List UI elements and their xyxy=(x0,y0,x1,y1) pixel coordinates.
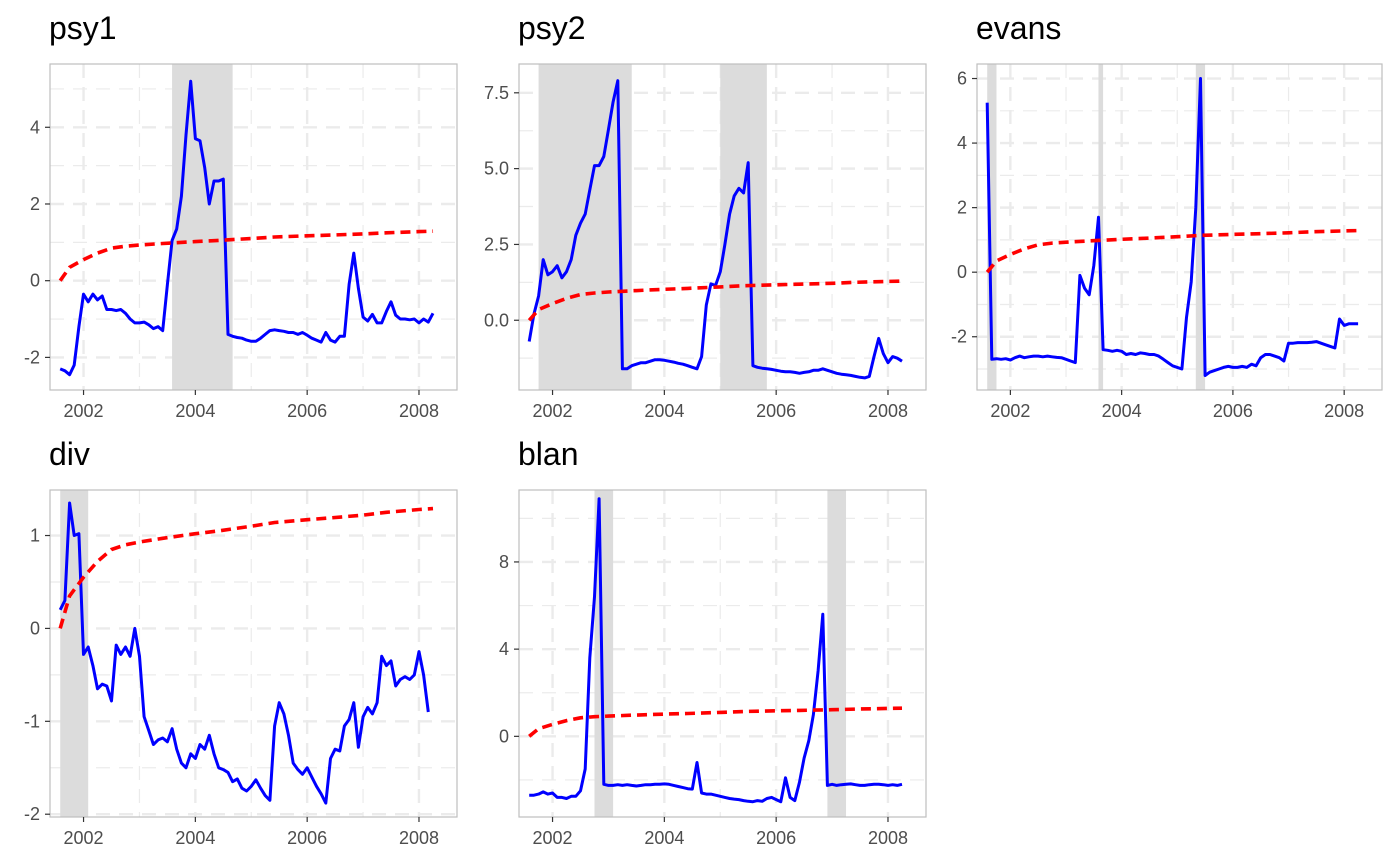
panel-title-psy1: psy1 xyxy=(49,10,117,46)
panel-blan-shaded-period-2 xyxy=(827,490,847,817)
panel-evans-y-tick-label: -2 xyxy=(951,327,967,347)
panel-evans: 2002 2004 2006 2008 -2 0 2 4 6 xyxy=(951,63,1383,421)
panel-evans-inner xyxy=(977,64,1382,390)
panel-evans-x-tick-label: 2008 xyxy=(1324,401,1364,421)
panel-blan-x-tick-label: 2002 xyxy=(533,828,573,848)
panel-div-series-blue-solid xyxy=(58,501,430,805)
panel-div-y-tick-label: 1 xyxy=(30,526,40,546)
panel-psy2-x-tick-label: 2008 xyxy=(868,401,908,421)
panel-evans-x-tick-label: 2002 xyxy=(990,401,1030,421)
panel-psy2-y-tick-label: 7.5 xyxy=(484,83,509,103)
panel-evans-border xyxy=(976,63,1383,391)
panel-blan-border xyxy=(518,489,927,818)
panel-div-border xyxy=(49,489,458,818)
panel-blan: 2002 2004 2006 2008 0 4 8 xyxy=(499,489,927,848)
panel-blan-inner xyxy=(519,490,926,817)
panel-evans-shaded-period-3 xyxy=(1195,64,1206,390)
panel-title-div: div xyxy=(49,436,90,472)
panel-psy1-x-tick-label: 2006 xyxy=(287,401,327,421)
panel-evans-shaded-period-1 xyxy=(987,64,997,390)
panel-div-y-tick-label: 0 xyxy=(30,618,40,638)
panel-psy2-x-tick-label: 2002 xyxy=(533,401,573,421)
panel-psy2: 2002 2004 2006 2008 0.0 2.5 5.0 7.5 xyxy=(484,63,927,421)
panel-psy1-x-tick-label: 2004 xyxy=(175,401,215,421)
panel-psy1-x-tick-label: 2008 xyxy=(399,401,439,421)
panel-psy2-shaded-period-1 xyxy=(538,64,632,390)
panel-evans-y-tick-label: 2 xyxy=(957,198,967,218)
panel-psy1-y-tick-label: 4 xyxy=(30,117,40,137)
panel-div-x-tick-label: 2006 xyxy=(287,828,327,848)
panel-psy1-y-tick-label: 0 xyxy=(30,271,40,291)
panel-evans-background xyxy=(977,64,1382,390)
panel-div: 2002 2004 2006 2008 -2 -1 0 1 xyxy=(24,489,458,848)
panel-psy1-series-blue-solid xyxy=(59,79,435,377)
panel-evans-series-red-dashed xyxy=(985,228,1359,274)
panel-title-evans: evans xyxy=(976,10,1062,46)
panel-blan-y-tick-label: 0 xyxy=(499,726,509,746)
panel-psy1-inner xyxy=(50,64,457,390)
panel-div-x-tick-label: 2002 xyxy=(64,828,104,848)
panel-div-x-tick-label: 2004 xyxy=(175,828,215,848)
panel-div-series-red-dashed xyxy=(58,506,434,629)
panel-div-y-tick-label: -1 xyxy=(24,711,40,731)
panel-div-inner xyxy=(50,490,457,817)
panel-psy2-inner xyxy=(519,64,926,390)
panel-blan-y-tick-label: 4 xyxy=(499,639,509,659)
panel-evans-shaded-period-2 xyxy=(1098,64,1104,390)
panel-blan-series-red-dashed xyxy=(528,706,903,738)
panel-blan-y-tick-label: 8 xyxy=(499,552,509,572)
panel-blan-x-tick-label: 2006 xyxy=(756,828,796,848)
panel-psy1-border xyxy=(49,63,458,391)
panel-blan-series-blue-solid xyxy=(529,497,903,804)
panel-div-y-tick-label: -2 xyxy=(24,804,40,824)
panel-evans-y-tick-label: 0 xyxy=(957,262,967,282)
panel-psy1: 2002 2004 2006 2008 -2 0 2 4 xyxy=(24,63,458,421)
panel-blan-x-tick-label: 2008 xyxy=(868,828,908,848)
panel-evans-x-tick-label: 2004 xyxy=(1102,401,1142,421)
panel-psy1-y-tick-label: 2 xyxy=(30,194,40,214)
panel-psy2-y-tick-label: 5.0 xyxy=(484,159,509,179)
panel-psy1-background xyxy=(50,64,457,390)
panel-div-x-tick-label: 2008 xyxy=(399,828,439,848)
panel-psy1-y-tick-label: -2 xyxy=(24,347,40,367)
panel-psy2-series-red-dashed xyxy=(527,279,903,322)
panel-div-background xyxy=(50,490,457,817)
panel-evans-y-tick-label: 4 xyxy=(957,133,967,153)
panel-evans-y-tick-label: 6 xyxy=(957,69,967,89)
panel-psy2-y-tick-label: 2.5 xyxy=(484,234,509,254)
panel-title-blan: blan xyxy=(518,436,579,472)
panel-evans-x-tick-label: 2006 xyxy=(1213,401,1253,421)
panel-blan-x-tick-label: 2004 xyxy=(644,828,684,848)
panel-psy2-border xyxy=(518,63,927,391)
panel-psy2-y-tick-label: 0.0 xyxy=(484,310,509,330)
panel-title-psy2: psy2 xyxy=(518,10,586,46)
panel-psy2-x-tick-label: 2004 xyxy=(644,401,684,421)
panel-psy1-x-tick-label: 2002 xyxy=(64,401,104,421)
panel-psy2-x-tick-label: 2006 xyxy=(756,401,796,421)
panel-blan-background xyxy=(519,490,926,817)
panel-evans-series-blue-solid xyxy=(985,77,1359,377)
panel-psy1-shaded-period-1 xyxy=(172,64,233,390)
